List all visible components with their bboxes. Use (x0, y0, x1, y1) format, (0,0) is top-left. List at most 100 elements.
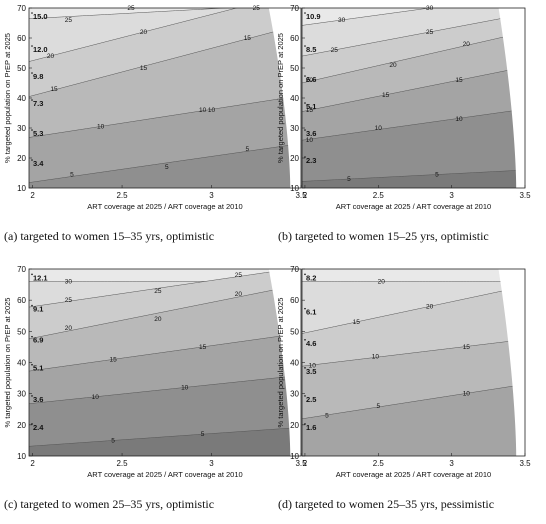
y-tick-label: 20 (290, 421, 299, 430)
y-axis-label: % targeted population on PrEP at 2025 (276, 33, 285, 163)
outside-domain (268, 8, 301, 188)
y-tick-label: 10 (290, 184, 299, 193)
edge-marker (304, 367, 306, 369)
edge-marker (304, 339, 306, 341)
x-tick-label: 3 (449, 191, 454, 200)
edge-marker (304, 423, 306, 425)
contour-line-10 (29, 375, 298, 404)
edge-value-label: 5.3 (33, 129, 43, 138)
contour-bands (302, 269, 525, 456)
edge-marker (304, 45, 306, 47)
contour-label: 10 (375, 125, 383, 132)
contour-label: 10 (97, 124, 105, 131)
y-tick-label: 30 (17, 390, 26, 399)
contour-band-5 (29, 144, 301, 188)
edge-value-label: 6.1 (306, 308, 316, 317)
edge-marker (304, 129, 306, 131)
panel-b: 5 5 10 10 10 15 15 15 20 20 20 25 25 30 30 10.9 8.5 6.6 5.… (276, 4, 531, 243)
x-tick-label: 2.5 (373, 459, 385, 468)
y-tick-label: 50 (17, 327, 26, 336)
x-tick-label: 3 (209, 191, 214, 200)
contour-label: 20 (235, 291, 243, 298)
contour-line-15 (302, 286, 523, 334)
x-axis-label: ART coverage at 2025 / ART coverage at 2… (87, 470, 242, 479)
contour-label: 25 (65, 297, 73, 304)
contour-label: 15 (306, 107, 314, 114)
contour-label: 25 (154, 288, 162, 295)
y-axis-label: % targeted population on PrEP at 2025 (276, 298, 285, 428)
x-tick-label: 3.5 (519, 191, 531, 200)
contour-label: 30 (65, 278, 73, 285)
y-tick-label: 50 (290, 327, 299, 336)
contour-label: 25 (253, 5, 261, 12)
edge-value-label: 8.5 (306, 45, 316, 54)
panel-caption: (c) targeted to women 25–35 yrs, optimis… (4, 497, 214, 511)
y-tick-label: 30 (17, 124, 26, 133)
edge-value-label: 10.9 (306, 12, 321, 21)
contour-label: 20 (65, 325, 73, 332)
edge-marker (31, 159, 33, 161)
contour-label: 5 (70, 172, 74, 179)
contour-label: 20 (154, 316, 162, 323)
edge-marker (31, 363, 33, 366)
contour-label: 10 (92, 394, 100, 401)
y-tick-label: 30 (290, 124, 299, 133)
x-tick-label: 2.5 (116, 459, 128, 468)
y-axis-label: % targeted population on PrEP at 2025 (3, 298, 12, 428)
contour-label: 25 (65, 17, 73, 24)
outside-domain (268, 269, 301, 456)
contour-line-15 (29, 25, 298, 97)
edge-value-label: 3.4 (33, 159, 44, 168)
x-tick-label: 2.5 (373, 191, 385, 200)
contour-label: 10 (199, 107, 207, 114)
panel-caption: (a) targeted to women 15–35 yrs, optimis… (4, 229, 214, 243)
y-tick-label: 60 (290, 296, 299, 305)
contour-label: 20 (426, 303, 434, 310)
edge-marker (304, 156, 306, 158)
y-tick-label: 20 (17, 421, 26, 430)
edge-value-label: 3.5 (306, 367, 316, 376)
contour-label: 5 (347, 176, 351, 183)
x-tick-label: 2 (30, 191, 35, 200)
contour-label: 15 (382, 92, 390, 99)
contour-label: 5 (165, 164, 169, 171)
contour-label: 15 (199, 344, 207, 351)
contour-line-10 (302, 339, 523, 367)
x-tick-label: 3 (209, 459, 214, 468)
contour-label: 20 (306, 77, 314, 84)
contour-line-30 (302, 8, 432, 26)
panel-c: 5 5 10 10 15 15 20 20 20 25 25 25 30 12.1 9.1 6.9 5.1 3.6… (3, 265, 307, 511)
edge-value-label: 3.6 (306, 129, 316, 138)
contour-label: 10 (463, 391, 471, 398)
contour-label: 10 (306, 137, 314, 144)
y-tick-label: 20 (290, 154, 299, 163)
contour-label: 15 (140, 65, 148, 72)
edge-value-label: 2.3 (306, 156, 316, 165)
edge-value-label: 6.6 (306, 75, 316, 84)
contour-label: 15 (244, 35, 252, 42)
y-tick-label: 40 (17, 94, 26, 103)
contour-line-10 (302, 109, 523, 141)
contour-line-25 (302, 14, 523, 57)
contour-line-20 (29, 284, 298, 340)
edge-marker (304, 395, 306, 397)
edge-value-label: 6.9 (33, 336, 43, 345)
y-tick-label: 70 (17, 4, 26, 13)
contour-bands (302, 8, 525, 188)
edge-marker (304, 102, 306, 104)
contour-band-5 (302, 170, 525, 188)
y-tick-label: 60 (17, 296, 26, 305)
contour-label: 15 (463, 344, 471, 351)
edge-value-label: 2.5 (306, 395, 316, 404)
contour-line-5 (302, 384, 523, 420)
contour-line-25 (29, 269, 292, 308)
contour-label: 25 (235, 272, 243, 279)
outside-domain (498, 8, 525, 188)
contour-label: 20 (47, 53, 55, 60)
contour-label: 5 (246, 146, 250, 153)
edge-marker (31, 273, 33, 276)
y-tick-label: 20 (17, 154, 26, 163)
contour-label: 5 (325, 412, 329, 419)
edge-marker (31, 335, 33, 338)
